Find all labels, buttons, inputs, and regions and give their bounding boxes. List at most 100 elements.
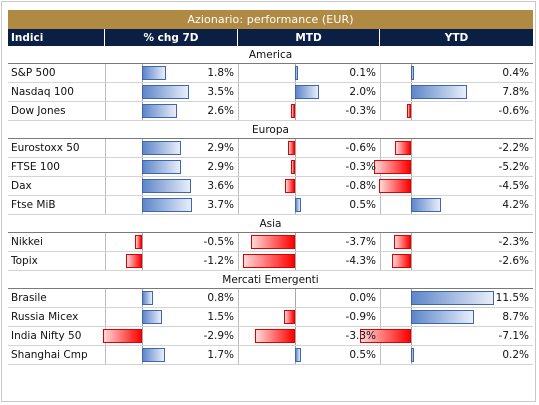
table-row: Topix -1.2% -4.3% -2.6% (8, 252, 533, 271)
cell-value: 8.7% (502, 311, 529, 323)
positive-bar (411, 198, 442, 212)
cell-value: -0.3% (345, 161, 376, 173)
cell-value: 2.0% (349, 86, 376, 98)
table-row: Brasile 0.8% 0.0% 11.5% (8, 289, 533, 308)
cell-chg-7d: -1.2% (105, 252, 238, 270)
cell-value: -0.5% (203, 236, 234, 248)
index-name: Shanghai Cmp (11, 349, 88, 361)
table-row: Eurostoxx 50 2.9% -0.6% -2.2% (8, 139, 533, 158)
zero-axis (295, 308, 296, 326)
index-name: Russia Micex (11, 311, 79, 323)
zero-axis (142, 327, 143, 345)
header-ytd: YTD (444, 31, 469, 44)
index-name: Ftse MiB (11, 199, 56, 211)
table-header: Indici % chg 7D MTD YTD (8, 29, 533, 46)
cell-value: -0.8% (345, 180, 376, 192)
negative-bar (287, 141, 295, 155)
cell-mtd: 0.1% (238, 64, 380, 82)
zero-axis (411, 139, 412, 157)
cell-ytd: -2.3% (380, 233, 533, 251)
table-row: Ftse MiB 3.7% 0.5% 4.2% (8, 196, 533, 215)
cell-value: -3.3% (345, 330, 376, 342)
cell-value: -0.9% (345, 311, 376, 323)
zero-axis (295, 102, 296, 120)
index-name: Nasdaq 100 (11, 86, 74, 98)
cell-mtd: -0.6% (238, 139, 380, 157)
zero-axis (295, 252, 296, 270)
zero-axis (295, 177, 296, 195)
cell-mtd: -3.7% (238, 233, 380, 251)
cell-value: -5.2% (498, 161, 529, 173)
cell-value: 0.2% (502, 349, 529, 361)
positive-bar (295, 66, 298, 80)
positive-bar (142, 160, 182, 174)
cell-ytd: -0.6% (380, 102, 533, 120)
cell-ytd: 11.5% (380, 289, 533, 307)
cell-value: 1.7% (207, 349, 234, 361)
cell-value: -2.6% (498, 255, 529, 267)
index-name: Dax (11, 180, 32, 192)
positive-bar (411, 85, 468, 99)
cell-value: 0.5% (349, 199, 376, 211)
zero-axis (411, 327, 412, 345)
cell-value: -4.5% (498, 180, 529, 192)
negative-bar (406, 104, 411, 118)
cell-chg-7d: 3.6% (105, 177, 238, 195)
table-row: Dow Jones 2.6% -0.3% -0.6% (8, 102, 533, 121)
cell-mtd: -0.3% (238, 102, 380, 120)
zero-axis (411, 252, 412, 270)
positive-bar (142, 198, 192, 212)
cell-ytd: -7.1% (359, 327, 533, 345)
cell-mtd: -3.3% (238, 327, 380, 345)
cell-ytd: -2.2% (380, 139, 533, 157)
cell-value: 2.6% (207, 105, 234, 117)
cell-chg-7d: 2.9% (105, 139, 238, 157)
section-header: America (8, 46, 533, 64)
cell-chg-7d: -2.9% (102, 327, 238, 345)
cell-chg-7d: 2.9% (105, 158, 238, 176)
negative-bar (291, 160, 295, 174)
cell-ytd: -4.5% (378, 177, 533, 195)
table-body: America S&P 500 1.8% 0.1% 0.4% Nasdaq 100 3.5%… (8, 46, 533, 365)
zero-axis (142, 233, 143, 251)
positive-bar (295, 198, 301, 212)
cell-value: 3.5% (207, 86, 234, 98)
zero-axis (142, 252, 143, 270)
index-name: Topix (11, 255, 38, 267)
cell-value: -1.2% (203, 255, 234, 267)
positive-bar (411, 310, 474, 324)
negative-bar (255, 329, 295, 343)
cell-chg-7d: 1.5% (105, 308, 238, 326)
positive-bar (411, 291, 494, 305)
positive-bar (411, 348, 414, 362)
index-name: India Nifty 50 (11, 330, 82, 342)
cell-value: -3.7% (345, 236, 376, 248)
cell-mtd: -4.3% (238, 252, 380, 270)
cell-value: 7.8% (502, 86, 529, 98)
negative-bar (285, 179, 295, 193)
cell-value: -2.3% (498, 236, 529, 248)
index-name: Dow Jones (11, 105, 66, 117)
negative-bar (378, 179, 411, 193)
cell-value: 1.5% (207, 311, 234, 323)
zero-axis (295, 139, 296, 157)
zero-axis (295, 158, 296, 176)
table-row: Shanghai Cmp 1.7% 0.5% 0.2% (8, 346, 533, 365)
cell-value: 3.7% (207, 199, 234, 211)
negative-bar (373, 160, 411, 174)
cell-ytd: -5.2% (373, 158, 533, 176)
negative-bar (243, 254, 295, 268)
cell-ytd: 7.8% (380, 83, 533, 101)
zero-axis (411, 233, 412, 251)
header-mtd: MTD (238, 29, 380, 46)
cell-ytd: 8.7% (380, 308, 533, 326)
negative-bar (395, 141, 411, 155)
table-row: Nikkei -0.5% -3.7% -2.3% (8, 233, 533, 252)
cell-value: -2.9% (203, 330, 234, 342)
cell-value: 1.8% (207, 67, 234, 79)
negative-bar (359, 329, 411, 343)
positive-bar (295, 348, 301, 362)
positive-bar (142, 85, 190, 99)
cell-value: 0.0% (349, 292, 376, 304)
